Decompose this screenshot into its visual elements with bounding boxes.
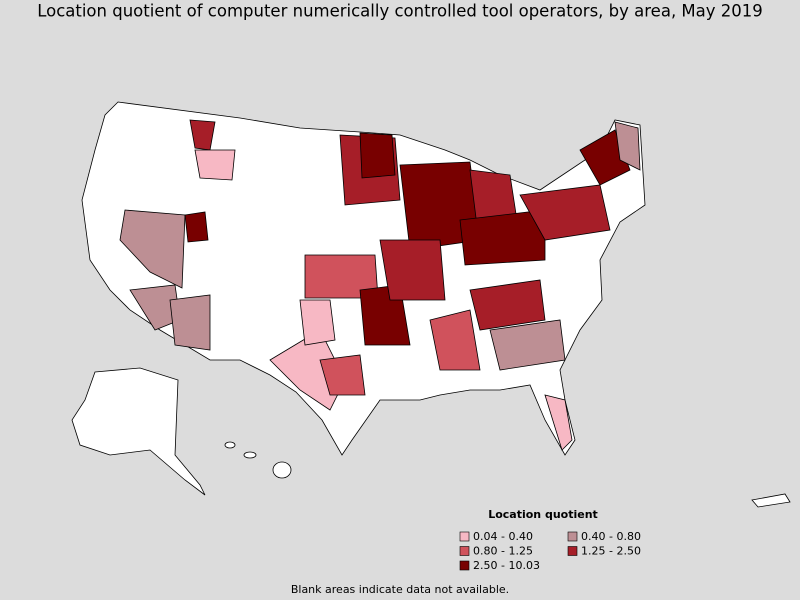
region bbox=[379, 239, 446, 301]
legend-label: 2.50 - 10.03 bbox=[473, 559, 540, 572]
region bbox=[429, 309, 481, 371]
legend-label: 1.25 - 2.50 bbox=[581, 545, 641, 558]
puerto-rico bbox=[751, 493, 791, 508]
legend-label: 0.40 - 0.80 bbox=[581, 530, 641, 543]
hawaii bbox=[224, 441, 292, 479]
legend-swatch bbox=[567, 531, 578, 542]
region bbox=[319, 354, 366, 396]
legend: Location quotient 0.04 - 0.40 0.40 - 0.80… bbox=[459, 508, 641, 572]
region bbox=[544, 394, 573, 451]
footnote: Blank areas indicate data not available. bbox=[291, 583, 509, 596]
legend-swatch bbox=[459, 560, 470, 571]
legend-title: Location quotient bbox=[488, 508, 598, 521]
region bbox=[469, 279, 546, 331]
alaska bbox=[71, 367, 206, 496]
legend-label: 0.80 - 1.25 bbox=[473, 545, 533, 558]
legend-swatch bbox=[567, 546, 578, 556]
region bbox=[519, 184, 611, 241]
region bbox=[459, 209, 546, 266]
region bbox=[169, 294, 211, 351]
region bbox=[489, 319, 566, 371]
map-title: Location quotient of computer numericall… bbox=[37, 2, 763, 21]
region bbox=[299, 299, 336, 346]
region bbox=[359, 132, 396, 179]
region bbox=[184, 211, 209, 243]
region bbox=[194, 149, 236, 181]
legend-swatch bbox=[459, 531, 470, 542]
region bbox=[614, 121, 641, 171]
region bbox=[119, 209, 186, 289]
map bbox=[71, 101, 791, 508]
legend-swatch bbox=[459, 546, 470, 556]
legend-label: 0.04 - 0.40 bbox=[473, 530, 533, 543]
